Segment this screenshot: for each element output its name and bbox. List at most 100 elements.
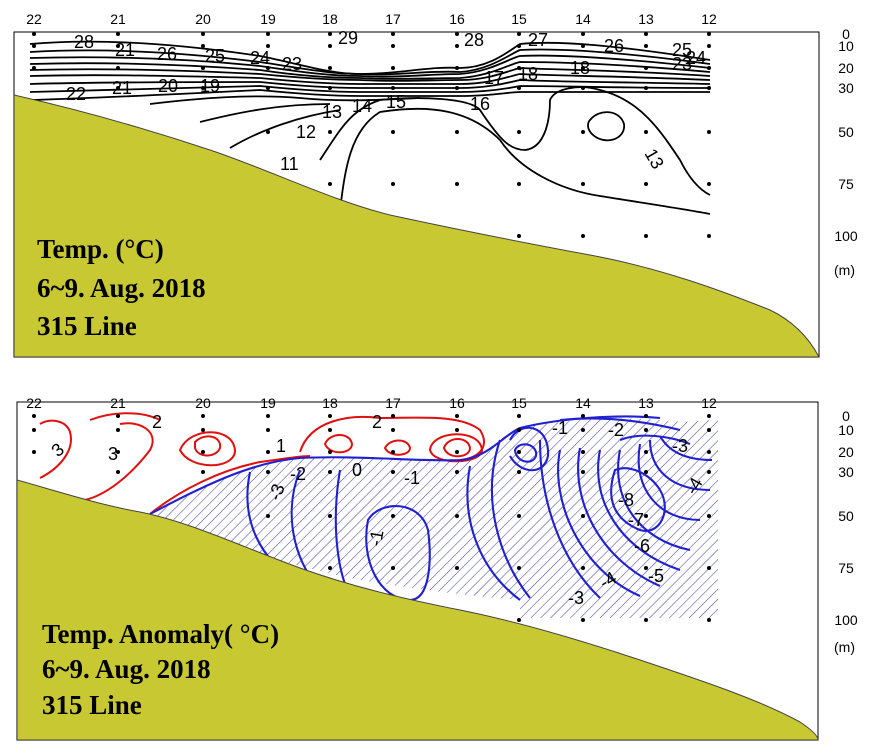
contour-label: 2	[372, 412, 382, 432]
sample-dot	[328, 66, 332, 70]
station-label: 21	[110, 395, 126, 411]
sample-dot	[517, 44, 521, 48]
sample-dot	[644, 618, 648, 622]
contour-label: 0	[352, 460, 362, 480]
sample-dot	[328, 514, 332, 518]
sample-dot	[391, 44, 395, 48]
depth-tick-label: 30	[838, 80, 854, 96]
sample-dot	[581, 44, 585, 48]
sample-dot	[581, 450, 585, 454]
sample-dot	[644, 86, 648, 90]
contour-label: 21	[115, 40, 135, 60]
sample-dot	[328, 450, 332, 454]
sample-dot	[517, 130, 521, 134]
sample-dot	[32, 32, 36, 36]
sample-dot	[116, 44, 120, 48]
title-line-1: Temp. Anomaly( °C)	[42, 619, 279, 649]
sample-dot	[644, 566, 648, 570]
sample-dot	[266, 44, 270, 48]
sample-dot	[581, 86, 585, 90]
sample-dot	[328, 182, 332, 186]
station-label: 12	[701, 11, 717, 27]
depth-tick-label: 100	[834, 228, 858, 244]
sample-dot	[455, 566, 459, 570]
depth-tick-label: 10	[838, 38, 854, 54]
sample-dot	[517, 428, 521, 432]
station-label: 17	[385, 395, 401, 411]
contour-label: 24	[250, 48, 270, 68]
station-label: 22	[26, 395, 42, 411]
sample-dot	[391, 182, 395, 186]
sample-dot	[707, 450, 711, 454]
sample-dot	[581, 566, 585, 570]
contour-label: -1	[552, 418, 568, 438]
sample-dot	[644, 66, 648, 70]
sample-dot	[455, 86, 459, 90]
sample-dot	[581, 514, 585, 518]
sample-dot	[581, 414, 585, 418]
sample-dot	[32, 450, 36, 454]
sample-dot	[391, 32, 395, 36]
sample-dot	[391, 566, 395, 570]
contour-label: 17	[484, 68, 504, 88]
sample-dot	[32, 44, 36, 48]
sample-dot	[455, 66, 459, 70]
contour-label: -1	[365, 528, 387, 547]
sample-dot	[517, 414, 521, 418]
title-block-top: Temp. (°C) 6~9. Aug. 2018 315 Line	[37, 234, 206, 341]
sample-dot	[644, 234, 648, 238]
sample-dot	[707, 234, 711, 238]
sample-dot	[644, 32, 648, 36]
sample-dot	[455, 428, 459, 432]
depth-axis-top: 010 20 30 50 75 100	[834, 26, 858, 244]
sample-dot	[517, 566, 521, 570]
sample-dot	[266, 450, 270, 454]
contour-label: -2	[290, 464, 306, 484]
sample-dot	[455, 414, 459, 418]
sample-dot	[391, 414, 395, 418]
temperature-panel: 28 21 26 25 24 23 29 28 27 26 25 24 23 2…	[13, 11, 858, 358]
sample-dot	[581, 470, 585, 474]
sample-dot	[201, 428, 205, 432]
contour-label: 14	[352, 96, 372, 116]
sample-dot	[201, 470, 205, 474]
sample-dot	[517, 514, 521, 518]
sample-dot	[328, 414, 332, 418]
sample-dot	[328, 428, 332, 432]
sample-dot	[201, 66, 205, 70]
depth-tick-label: 20	[838, 60, 854, 76]
sample-dot	[581, 66, 585, 70]
sample-dot	[328, 130, 332, 134]
sample-dot	[455, 32, 459, 36]
sample-dot	[517, 32, 521, 36]
contour-label: 28	[74, 32, 94, 52]
contour-label: -3	[265, 481, 289, 503]
sample-dot	[266, 66, 270, 70]
station-label: 14	[575, 395, 591, 411]
sample-dot	[116, 470, 120, 474]
sample-dot	[391, 66, 395, 70]
sample-dot	[266, 130, 270, 134]
contour-label: 29	[338, 28, 358, 48]
contour-label: 2	[152, 412, 162, 432]
depth-axis-bottom: 010 20 30 50 75 100	[834, 408, 858, 628]
depth-unit-bottom: (m)	[834, 639, 855, 655]
contour-label: -5	[648, 566, 664, 586]
contour-labels-top: 28 21 26 25 24 23 29 28 27 26 25 24 23 2…	[66, 28, 706, 174]
sample-dot	[644, 414, 648, 418]
sample-dot	[517, 450, 521, 454]
sample-dot	[201, 44, 205, 48]
sample-points-top	[32, 32, 711, 238]
sample-dot	[391, 428, 395, 432]
contour-label: 19	[200, 76, 220, 96]
sample-dot	[707, 618, 711, 622]
sample-dot	[707, 470, 711, 474]
contour-label: -2	[608, 420, 624, 440]
title-line-1: Temp. (°C)	[37, 234, 164, 264]
sample-dot	[391, 450, 395, 454]
sample-dot	[517, 182, 521, 186]
station-label: 18	[322, 395, 338, 411]
contour-label: 1	[276, 436, 286, 456]
sample-dot	[32, 414, 36, 418]
